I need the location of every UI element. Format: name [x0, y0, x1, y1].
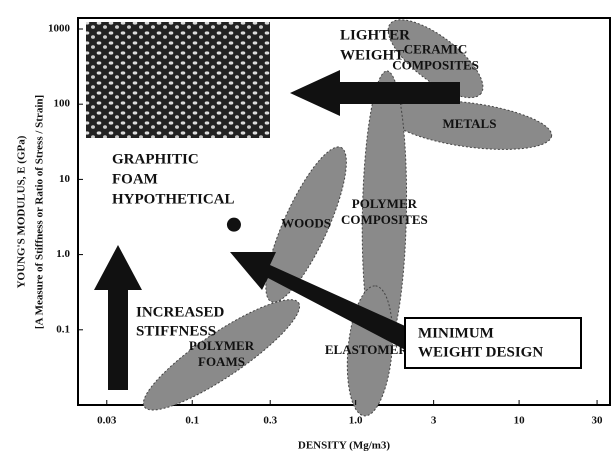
x-tick-label: 0.1 — [185, 415, 199, 427]
annotation: INCREASED — [136, 304, 225, 320]
annotation: GRAPHITIC — [112, 151, 199, 167]
x-tick-label: 10 — [514, 415, 526, 427]
y-tick-label: 1.0 — [56, 248, 70, 260]
annotation: MINIMUM — [418, 325, 494, 341]
region-label: POLYMER — [352, 196, 418, 211]
region-label: FOAMS — [198, 354, 245, 369]
x-tick-label: 3 — [431, 415, 437, 427]
annotation: WEIGHT DESIGN — [418, 344, 543, 360]
x-tick-label: 30 — [592, 415, 604, 427]
y-axis-label-2: [A Measure of Stiffness or Ratio of Stre… — [34, 95, 46, 329]
region-label: POLYMER — [189, 338, 255, 353]
stiffness-arrow — [94, 245, 142, 390]
annotation: STIFFNESS — [136, 323, 216, 339]
region-label: WOODS — [281, 216, 331, 231]
chart: CERAMICCOMPOSITESMETALSPOLYMERCOMPOSITES… — [0, 0, 613, 460]
foam-texture — [86, 22, 270, 138]
y-tick-label: 100 — [54, 98, 71, 110]
point — [227, 218, 241, 232]
region-label: COMPOSITES — [341, 212, 428, 227]
region-label: CERAMIC — [404, 42, 468, 57]
region-label: COMPOSITES — [392, 58, 479, 73]
y-tick-label: 1000 — [48, 23, 71, 35]
annotation: HYPOTHETICAL — [112, 191, 235, 207]
y-tick-label: 10 — [59, 173, 71, 185]
page: CERAMICCOMPOSITESMETALSPOLYMERCOMPOSITES… — [0, 0, 613, 460]
x-tick-label: 1.0 — [349, 415, 363, 427]
y-axis-label: YOUNG'S MODULUS, E (GPa) — [16, 135, 28, 288]
x-tick-label: 0.03 — [97, 415, 117, 427]
y-tick-label: 0.1 — [56, 323, 70, 335]
annotation: WEIGHT — [340, 47, 404, 63]
annotation: FOAM — [112, 171, 158, 187]
annotation: LIGHTER — [340, 27, 410, 43]
x-axis-label: DENSITY (Mg/m3) — [298, 440, 391, 452]
region-label: METALS — [442, 116, 496, 131]
x-tick-label: 0.3 — [263, 415, 277, 427]
